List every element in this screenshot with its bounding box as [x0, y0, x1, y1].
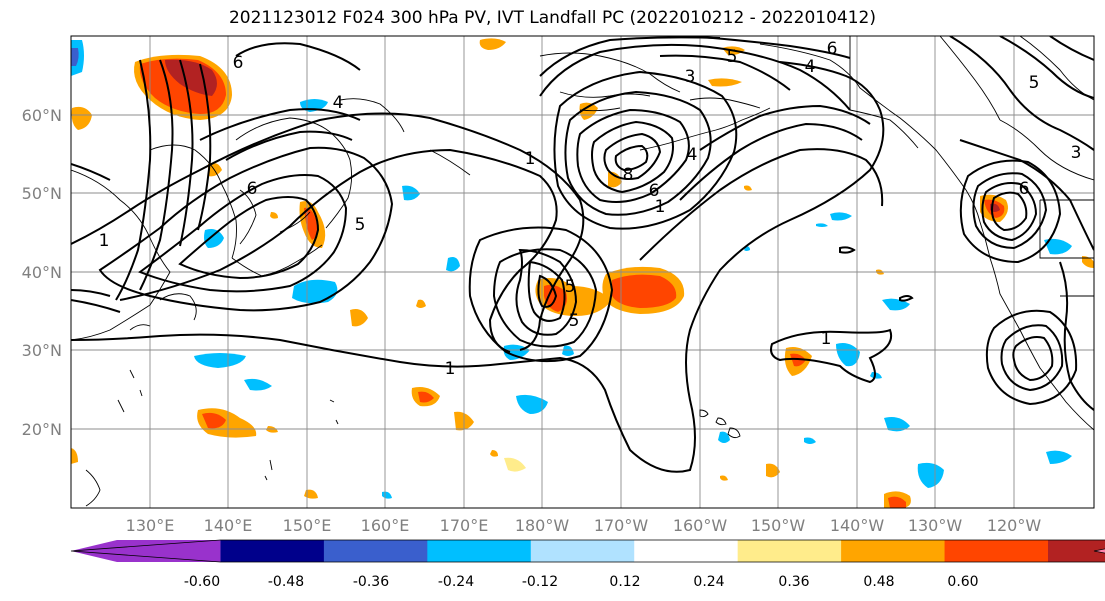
lon-label: 130°W	[908, 516, 963, 535]
colorbar-swatch	[1048, 540, 1105, 562]
colorbar-swatch	[427, 540, 532, 562]
map-title: 2021123012 F024 300 hPa PV, IVT Landfall…	[228, 8, 876, 28]
lon-label: 150°E	[283, 516, 332, 535]
lat-label: 60°N	[22, 106, 62, 125]
pv-contours	[71, 36, 1094, 473]
lon-label: 160°E	[361, 516, 410, 535]
longitude-labels: 130°E 140°E 150°E 160°E 170°E 180°W 170°…	[126, 516, 1042, 535]
colorbar	[70, 539, 1105, 563]
colorbar-tick-label: 0.12	[609, 574, 640, 590]
contour-label: 3	[685, 67, 696, 87]
colorbar-swatch	[944, 540, 1049, 562]
lon-label: 150°W	[751, 516, 806, 535]
contour-label: 6	[827, 39, 838, 59]
contour-label: 4	[805, 57, 816, 77]
colorbar-extend-high	[1094, 548, 1105, 554]
contour-label: 5	[1029, 73, 1040, 93]
contour-label: 8	[623, 165, 634, 185]
colorbar-tick-label: -0.60	[184, 574, 220, 590]
lon-label: 120°W	[987, 516, 1042, 535]
coastlines	[71, 36, 1094, 507]
lon-label: 140°E	[204, 516, 253, 535]
colorbar-swatch	[634, 540, 739, 562]
lat-label: 30°N	[22, 341, 62, 360]
contour-label: 4	[687, 145, 698, 165]
plot-border	[70, 35, 1095, 509]
contour-label: 1	[525, 149, 536, 169]
lat-label: 50°N	[22, 184, 62, 203]
contour-labels: 6 4 6 4 5 1 1 1 6 5 5 5 1 3 8 6 1 4 5 6 …	[99, 39, 1082, 379]
colorbar-tick-label: -0.36	[353, 574, 389, 590]
contour-label: 4	[333, 93, 344, 113]
colorbar-tick-label: 0.60	[947, 574, 978, 590]
contour-label: 1	[445, 359, 456, 379]
latitude-labels: 60°N 50°N 40°N 30°N 20°N	[22, 106, 62, 439]
lon-label: 130°E	[126, 516, 175, 535]
colorbar-swatch	[530, 540, 635, 562]
lon-label: 180°W	[515, 516, 570, 535]
lon-label: 160°W	[673, 516, 728, 535]
contour-label: 1	[655, 197, 666, 217]
colorbar-swatch	[737, 540, 842, 562]
colorbar-outline	[70, 539, 1105, 563]
lat-label: 40°N	[22, 263, 62, 282]
contour-label: 6	[247, 179, 258, 199]
contour-label: 5	[355, 215, 366, 235]
colorbar-tick-labels: -0.60 -0.48 -0.36 -0.24 -0.12 0.12 0.24 …	[184, 574, 979, 590]
lon-label: 170°W	[594, 516, 649, 535]
colorbar-swatch	[220, 540, 325, 562]
contour-label: 1	[99, 231, 110, 251]
colorbar-tick-label: -0.24	[438, 574, 474, 590]
colorbar-swatch	[323, 540, 428, 562]
contour-label: 3	[1071, 143, 1082, 163]
colorbar-tick-label: -0.48	[268, 574, 304, 590]
contour-label: 6	[649, 181, 660, 201]
graticule	[71, 36, 1094, 508]
contour-label: 5	[727, 47, 738, 67]
contour-label: 5	[569, 311, 580, 331]
lon-label: 170°E	[440, 516, 489, 535]
colorbar-tick-label: 0.24	[693, 574, 724, 590]
contour-label: 5	[565, 277, 576, 297]
colorbar-tick-label: -0.12	[522, 574, 558, 590]
colorbar-tick-label: 0.36	[778, 574, 809, 590]
lon-label: 140°W	[830, 516, 885, 535]
lat-label: 20°N	[22, 420, 62, 439]
colorbar-tick-label: 0.48	[863, 574, 894, 590]
contour-label: 6	[233, 53, 244, 73]
contour-label: 6	[1019, 179, 1030, 199]
contour-label: 1	[821, 329, 832, 349]
colorbar-swatch	[841, 540, 946, 562]
colorbar-extend-low	[71, 540, 221, 562]
